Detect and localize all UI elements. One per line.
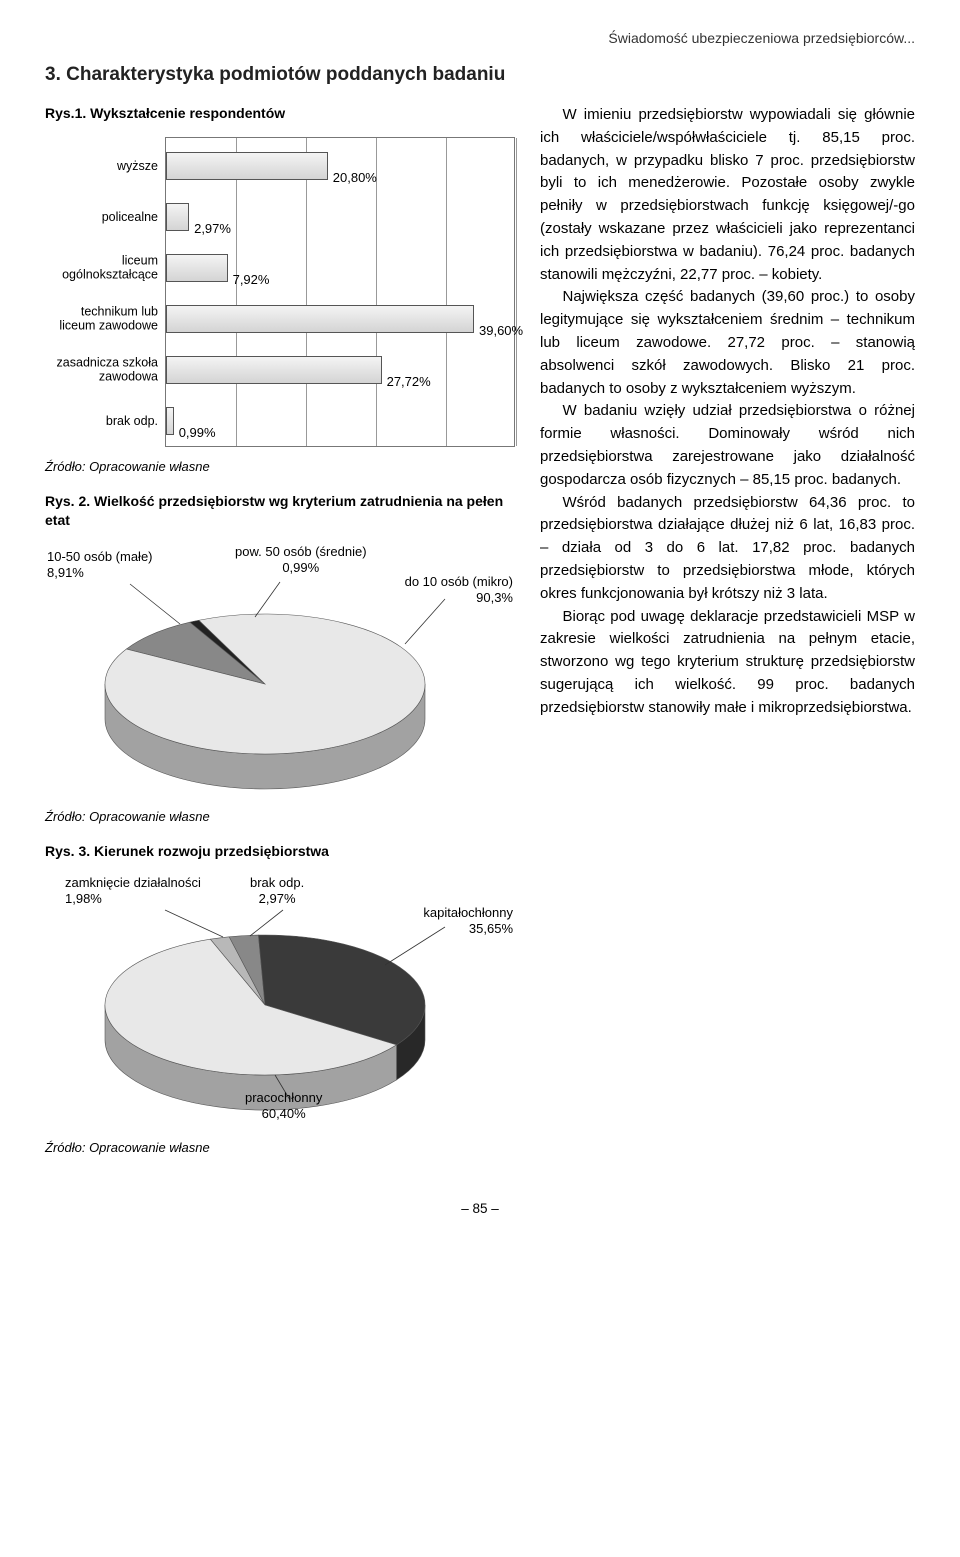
fig2-label-small: 10-50 osób (małe)8,91% <box>47 549 153 582</box>
section-title: 3. Charakterystyka podmiotów poddanych b… <box>45 64 915 86</box>
bar-rect: 0,99% <box>166 407 174 435</box>
fig1-title: Rys.1. Wykształcenie respondentów <box>45 104 515 123</box>
leader-line <box>255 582 280 617</box>
bar-value: 7,92% <box>227 272 270 287</box>
bar-value: 20,80% <box>327 170 377 185</box>
fig3-label-labor: pracochłonny60,40% <box>245 1090 322 1123</box>
fig2-label-medium: pow. 50 osób (średnie)0,99% <box>235 544 367 577</box>
bar-label: zasadnicza szkoła zawodowa <box>51 356 166 385</box>
two-column-layout: Rys.1. Wykształcenie respondentów wyższe… <box>45 104 915 1173</box>
fig3-label-capital: kapitałochłonny35,65% <box>423 905 513 938</box>
bar-rect: 39,60% <box>166 305 474 333</box>
bar-label: policealne <box>51 210 166 224</box>
body-paragraph: Największa część badanych (39,60 proc.) … <box>540 286 915 400</box>
fig3-title: Rys. 3. Kierunek rozwoju przedsiębiorstw… <box>45 842 515 861</box>
page-header: Świadomość ubezpieczeniowa przedsiębiorc… <box>45 30 915 46</box>
fig2-title: Rys. 2. Wielkość przedsiębiorstw wg kryt… <box>45 492 515 530</box>
fig1-source: Źródło: Opracowanie własne <box>45 459 515 474</box>
bar-value: 39,60% <box>473 323 523 338</box>
bar-value: 2,97% <box>188 221 231 236</box>
bar-value: 27,72% <box>381 374 431 389</box>
bar-label: liceum ogólnokształcące <box>51 254 166 283</box>
fig1-bar-chart: wyższe20,80%policealne2,97%liceum ogólno… <box>45 137 515 447</box>
bar-label: technikum lub liceum zawodowe <box>51 305 166 334</box>
bar-rect: 20,80% <box>166 152 328 180</box>
fig3-label-noresp: brak odp.2,97% <box>250 875 304 908</box>
fig2-source: Źródło: Opracowanie własne <box>45 809 515 824</box>
leader-line <box>130 584 180 624</box>
body-paragraph: W imieniu przedsiębiorstw wypowiadali si… <box>540 104 915 286</box>
body-paragraph: Wśród badanych przedsiębiorstw 64,36 pro… <box>540 492 915 606</box>
bar-rect: 27,72% <box>166 356 382 384</box>
fig2-pie-chart: 10-50 osób (małe)8,91% pow. 50 osób (śre… <box>45 544 515 799</box>
page-number: – 85 – <box>45 1201 915 1216</box>
fig3-pie-chart: zamknięcie działalności1,98% brak odp.2,… <box>45 875 515 1130</box>
bar-row: wyższe20,80% <box>166 140 514 191</box>
fig2-label-micro: do 10 osób (mikro)90,3% <box>405 574 513 607</box>
leader-line <box>165 910 223 937</box>
body-paragraph: Biorąc pod uwagę deklaracje przedstawici… <box>540 606 915 720</box>
bar-rect: 7,92% <box>166 254 228 282</box>
fig3-source: Źródło: Opracowanie własne <box>45 1140 515 1155</box>
grid-line <box>516 138 517 446</box>
fig3-label-close: zamknięcie działalności1,98% <box>65 875 201 908</box>
bar-row: zasadnicza szkoła zawodowa27,72% <box>166 344 514 395</box>
bar-label: brak odp. <box>51 414 166 428</box>
bar-rect: 2,97% <box>166 203 189 231</box>
bar-row: policealne2,97% <box>166 191 514 242</box>
body-text-column: W imieniu przedsiębiorstw wypowiadali si… <box>540 104 915 1173</box>
bar-value: 0,99% <box>173 425 216 440</box>
figures-column: Rys.1. Wykształcenie respondentów wyższe… <box>45 104 515 1173</box>
bar-label: wyższe <box>51 159 166 173</box>
bar-row: liceum ogólnokształcące7,92% <box>166 242 514 293</box>
bar-row: brak odp.0,99% <box>166 395 514 446</box>
leader-line <box>250 910 283 936</box>
body-paragraph: W badaniu wzięły udział przedsiębiorstwa… <box>540 400 915 491</box>
bar-row: technikum lub liceum zawodowe39,60% <box>166 293 514 344</box>
